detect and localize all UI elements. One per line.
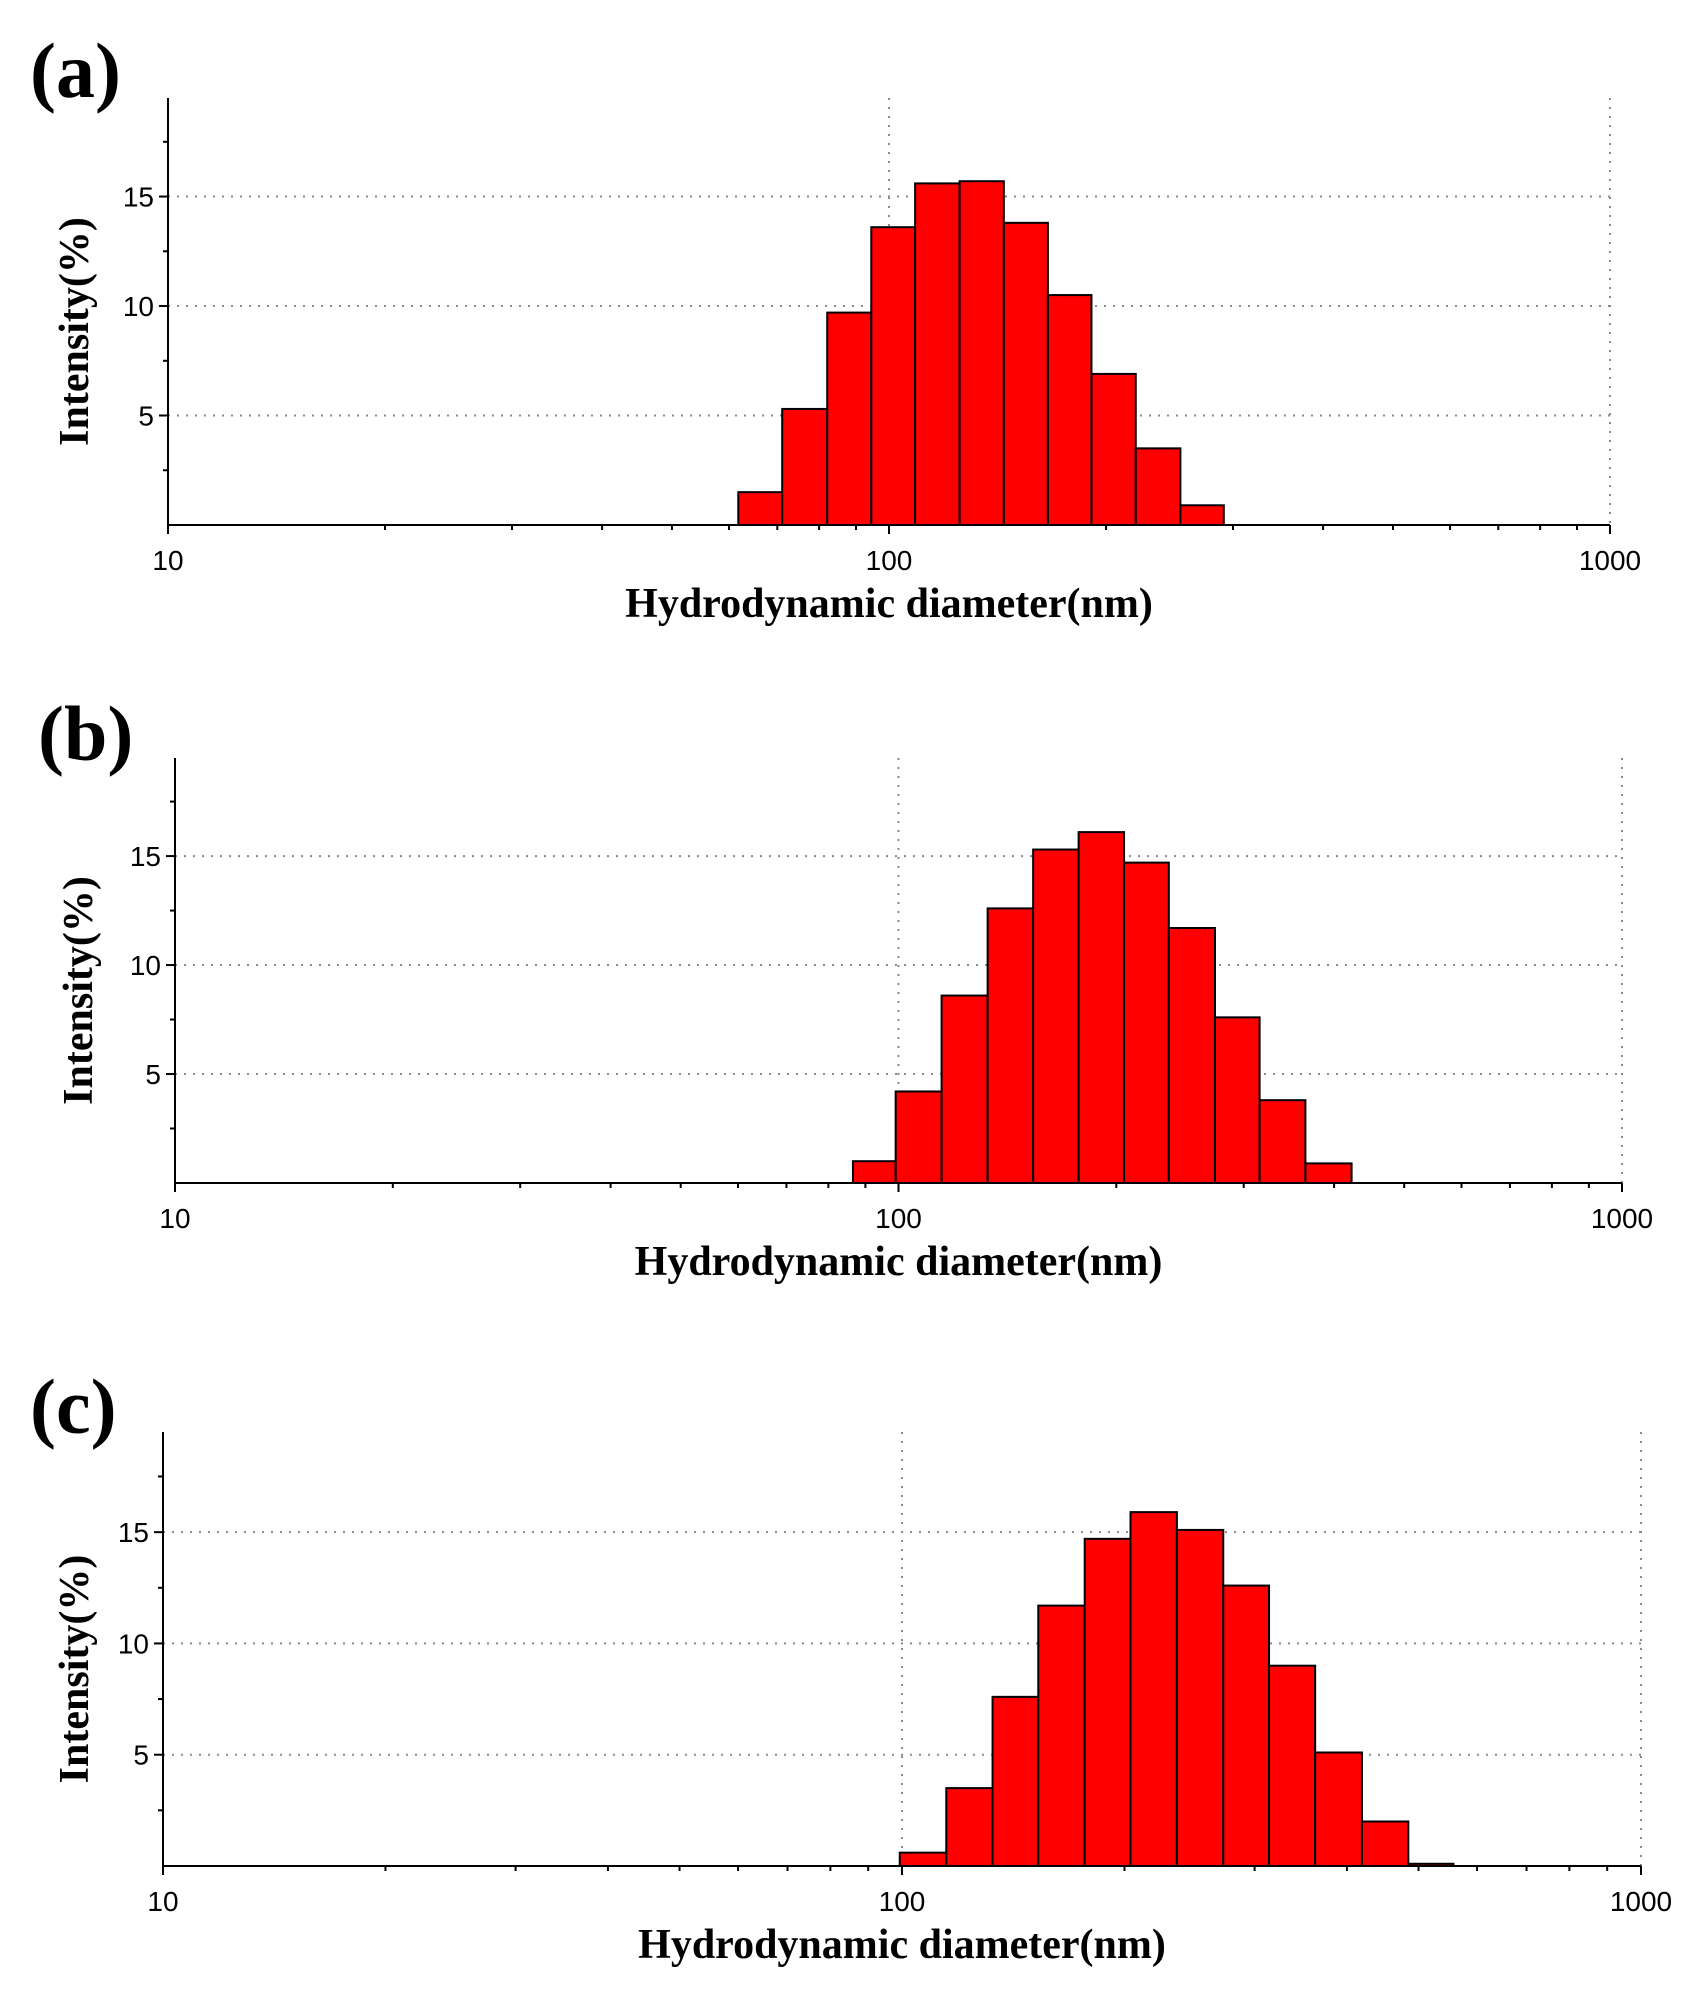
panel-label-c: (c): [30, 1363, 117, 1450]
x-tick-label: 100: [866, 545, 913, 576]
histogram-bar: [826, 311, 873, 526]
histogram-bar: [1314, 1751, 1363, 1867]
histogram-bar: [1032, 848, 1080, 1184]
y-axis-title: Intensity(%): [52, 1555, 98, 1784]
histogram-bar: [1268, 1664, 1317, 1867]
x-tick-label: 1000: [1591, 1203, 1653, 1234]
chart-panel-a: 5 10 15 10 100 1000 Hydrodynamic diameter(nm) I…: [30, 27, 1641, 627]
histogram-bar: [940, 994, 989, 1184]
histogram-bar: [1360, 1820, 1410, 1868]
y-tick-label: 15: [118, 1517, 149, 1548]
y-tick-label: 10: [118, 1628, 149, 1659]
x-tick-label: 10: [147, 1886, 178, 1917]
histogram-bar: [781, 407, 829, 527]
histogram-bar: [1129, 1511, 1178, 1867]
x-tick-label: 100: [879, 1886, 926, 1917]
histogram-bar: [991, 1695, 1040, 1868]
histogram-bar: [1083, 1537, 1132, 1868]
y-tick-label: 5: [138, 401, 154, 432]
histogram-bar: [1258, 1099, 1307, 1184]
histogram-bar: [1167, 927, 1216, 1184]
histogram-bar: [914, 182, 961, 526]
histogram-bar: [1134, 447, 1182, 527]
histogram-bar: [1179, 504, 1225, 526]
y-tick-label: 15: [130, 841, 161, 872]
y-tick-label: 10: [123, 291, 154, 322]
x-axis-title: Hydrodynamic diameter(nm): [625, 581, 1153, 627]
histogram-bar: [894, 1090, 943, 1185]
x-tick-label: 1000: [1610, 1886, 1672, 1917]
histogram-bar: [986, 907, 1035, 1185]
histogram-bar: [1037, 1604, 1086, 1867]
x-tick-label: 1000: [1579, 545, 1641, 576]
chart-panel-b: 5 10 15 10 100 1000 Hydrodynamic diameter(nm) I…: [38, 690, 1653, 1285]
histogram-bar: [1077, 831, 1126, 1184]
histogram-bar: [1304, 1162, 1353, 1185]
panel-label-b: (b): [38, 690, 133, 777]
y-tick-label: 5: [145, 1059, 161, 1090]
histogram-bar: [898, 1851, 948, 1867]
histogram-bar: [1222, 1584, 1271, 1867]
chart-panel-c: 5 10 15 10 100 1000 Hydrodynamic diameter(nm) I…: [30, 1363, 1672, 1968]
histogram-bar: [851, 1160, 897, 1184]
y-axis-title: Intensity(%): [52, 217, 98, 446]
x-tick-label: 10: [152, 545, 183, 576]
x-axis-title: Hydrodynamic diameter(nm): [635, 1239, 1163, 1285]
y-tick-label: 5: [133, 1740, 149, 1771]
x-tick-label: 10: [159, 1203, 190, 1234]
y-tick-label: 10: [130, 950, 161, 981]
histogram-bar: [958, 180, 1005, 526]
histogram-bar: [1002, 221, 1049, 526]
panel-label-a: (a): [30, 27, 121, 114]
histogram-bar: [1046, 294, 1093, 527]
histogram-bar: [945, 1787, 994, 1867]
x-tick-label: 100: [875, 1203, 922, 1234]
y-axis-title: Intensity(%): [56, 876, 102, 1105]
y-tick-label: 15: [123, 182, 154, 213]
histogram-bar: [870, 226, 917, 526]
histogram-bar: [1213, 1016, 1261, 1184]
histogram-bar: [1123, 861, 1170, 1184]
histogram-bar: [737, 491, 784, 526]
histogram-bar: [1175, 1528, 1225, 1868]
histogram-bar: [1090, 372, 1137, 526]
x-axis-title: Hydrodynamic diameter(nm): [638, 1922, 1166, 1968]
